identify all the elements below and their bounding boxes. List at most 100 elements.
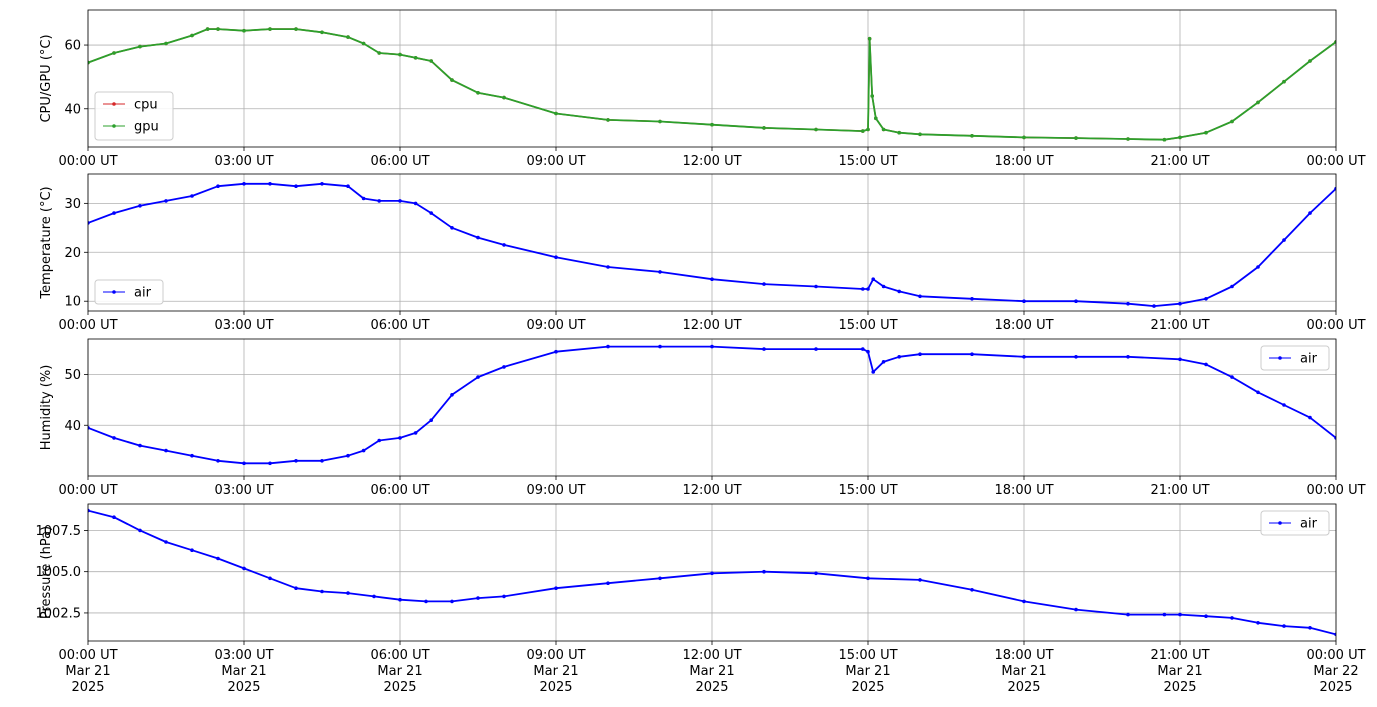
legend: air bbox=[1260, 345, 1330, 371]
legend-marker-cpu bbox=[112, 102, 116, 106]
data-point bbox=[205, 27, 210, 31]
x-tick-label: 15:00 UT Mar 21 2025 bbox=[838, 648, 897, 695]
data-point bbox=[361, 448, 366, 453]
x-tick-label: 18:00 UT Mar 21 2025 bbox=[994, 648, 1053, 695]
data-point bbox=[268, 461, 272, 466]
y-tick-label: 30 bbox=[64, 197, 81, 212]
x-tick-label: 00:00 UT bbox=[58, 154, 117, 169]
legend-label-air: air bbox=[1300, 517, 1318, 532]
x-tick-label: 15:00 UT bbox=[838, 154, 897, 169]
data-point bbox=[1178, 357, 1182, 362]
data-point bbox=[216, 556, 220, 561]
y-tick-label: 60 bbox=[64, 39, 81, 54]
series-line-gpu bbox=[88, 28, 1336, 141]
data-point bbox=[424, 599, 428, 604]
data-point bbox=[1074, 607, 1078, 612]
data-point bbox=[658, 576, 662, 581]
data-point bbox=[1334, 436, 1336, 440]
data-point bbox=[372, 594, 376, 599]
data-point bbox=[871, 370, 875, 374]
x-tick-label: 12:00 UT bbox=[682, 154, 741, 169]
data-point bbox=[1230, 284, 1234, 289]
axes-frame bbox=[87, 173, 1337, 312]
y-tick-label: 50 bbox=[64, 368, 81, 383]
data-point bbox=[1308, 415, 1312, 420]
data-point bbox=[450, 226, 454, 230]
data-point bbox=[112, 51, 116, 55]
x-tick-label: 03:00 UT bbox=[214, 318, 273, 333]
data-point bbox=[1230, 375, 1234, 379]
x-tick-label: 00:00 UT bbox=[58, 483, 117, 498]
data-point bbox=[606, 581, 610, 585]
data-point bbox=[242, 28, 246, 33]
data-point bbox=[1178, 135, 1182, 140]
data-point bbox=[190, 194, 194, 198]
x-tick-label: 00:00 UT bbox=[58, 318, 117, 333]
data-point bbox=[294, 459, 298, 463]
x-tick-label: 18:00 UT bbox=[994, 483, 1053, 498]
data-point bbox=[320, 182, 324, 186]
data-point bbox=[762, 282, 766, 286]
data-point bbox=[268, 576, 272, 581]
data-point bbox=[1256, 265, 1260, 269]
data-point bbox=[429, 418, 434, 423]
x-tick-label: 21:00 UT bbox=[1150, 483, 1209, 498]
data-point bbox=[658, 270, 662, 274]
data-point bbox=[606, 265, 610, 269]
data-point bbox=[216, 27, 220, 31]
data-point bbox=[1126, 137, 1130, 141]
data-point bbox=[1230, 616, 1234, 620]
data-point bbox=[138, 204, 142, 208]
data-point bbox=[320, 459, 324, 463]
data-point bbox=[164, 41, 168, 46]
data-point bbox=[1256, 621, 1260, 625]
data-point bbox=[1074, 136, 1078, 140]
data-point bbox=[88, 508, 90, 513]
data-point bbox=[88, 426, 90, 430]
data-point bbox=[320, 589, 324, 594]
data-point bbox=[346, 591, 350, 595]
data-point bbox=[1308, 59, 1312, 63]
y-tick-label: 40 bbox=[64, 419, 81, 434]
data-point bbox=[710, 122, 714, 127]
data-point bbox=[88, 60, 90, 65]
y-tick-label: 1005.0 bbox=[36, 565, 82, 580]
axes-frame bbox=[87, 338, 1337, 477]
data-point bbox=[1178, 301, 1182, 306]
x-tick-label: 00:00 UT Mar 22 2025 bbox=[1306, 648, 1365, 695]
data-point bbox=[814, 284, 818, 289]
data-point bbox=[164, 540, 168, 544]
x-tick-label: 09:00 UT bbox=[526, 483, 585, 498]
data-point bbox=[814, 347, 818, 351]
series-air bbox=[88, 182, 1336, 308]
data-point bbox=[970, 588, 974, 592]
data-point bbox=[361, 41, 366, 46]
y-tick-label: 1002.5 bbox=[36, 606, 82, 621]
data-point bbox=[1282, 403, 1286, 407]
data-point bbox=[658, 344, 662, 349]
data-point bbox=[1074, 355, 1078, 359]
y-tick-label: 20 bbox=[64, 246, 81, 261]
data-point bbox=[398, 199, 402, 203]
data-point bbox=[866, 127, 870, 132]
data-point bbox=[346, 184, 350, 188]
data-point bbox=[476, 596, 480, 600]
y-axis-label: Humidity (%) bbox=[39, 365, 54, 451]
data-point bbox=[970, 352, 974, 357]
x-tick-label: 12:00 UT Mar 21 2025 bbox=[682, 648, 741, 695]
data-point bbox=[190, 548, 194, 552]
data-point bbox=[242, 461, 246, 466]
data-point bbox=[476, 375, 480, 379]
x-tick-label: 18:00 UT bbox=[994, 318, 1053, 333]
data-point bbox=[164, 448, 168, 453]
data-point bbox=[1204, 362, 1208, 367]
data-point bbox=[861, 287, 865, 291]
x-tick-label: 00:00 UT bbox=[1306, 154, 1365, 169]
data-point bbox=[1074, 299, 1078, 304]
x-tick-label: 15:00 UT bbox=[838, 483, 897, 498]
data-point bbox=[866, 576, 870, 581]
x-tick-label: 03:00 UT bbox=[214, 483, 273, 498]
data-point bbox=[897, 355, 901, 359]
data-point bbox=[450, 393, 454, 397]
data-point bbox=[867, 36, 872, 41]
